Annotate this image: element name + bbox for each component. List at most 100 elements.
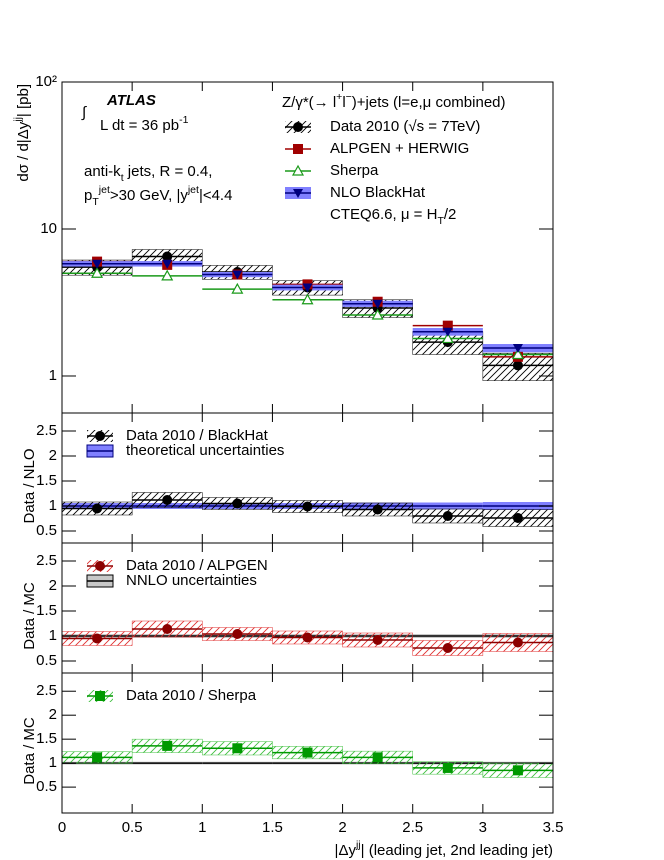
marker — [512, 765, 523, 776]
text-part: dσ / d|Δy — [15, 121, 32, 181]
x-tick-label: 3.5 — [543, 819, 564, 836]
text-part: Data / MC — [21, 582, 38, 650]
y-axis-label: Data / NLO — [21, 448, 38, 523]
text-part: jj — [355, 839, 361, 851]
legend-marker — [95, 561, 105, 571]
marker — [301, 293, 314, 305]
marker — [92, 752, 103, 763]
frame — [61, 672, 554, 814]
marker — [232, 498, 243, 509]
legend-marker — [95, 431, 105, 441]
legend-title: Z/γ*(→ l+l−)+jets (l=e,μ combined) — [282, 91, 506, 111]
y-tick-label: 0.5 — [36, 522, 57, 539]
marker — [232, 743, 243, 754]
y-tick-label: 2 — [49, 577, 57, 594]
marker — [162, 624, 173, 634]
legend-marker — [293, 189, 303, 198]
y-axis-label: Data / MC — [21, 582, 38, 650]
y-tick-label: 0.5 — [36, 652, 57, 669]
annotation: pTjet>30 GeV, |yjet|<4.4 — [84, 184, 232, 208]
luminosity: L dt = 36 pb-1 — [100, 114, 189, 134]
experiment-label: ATLAS — [106, 92, 156, 109]
text-part: -1 — [179, 114, 188, 126]
text-part: /2 — [444, 206, 457, 223]
marker — [231, 282, 244, 294]
text-part: >30 GeV, |y — [110, 187, 188, 204]
y-tick-label: 1 — [49, 754, 57, 771]
marker — [232, 270, 243, 280]
x-tick-label: 3 — [479, 819, 487, 836]
legend-label: Data 2010 / ALPGEN — [126, 557, 268, 574]
text-part: | [pb] — [15, 84, 32, 117]
marker — [442, 327, 453, 337]
marker — [512, 360, 523, 371]
y-tick-label: 2 — [49, 706, 57, 723]
marker — [92, 633, 103, 644]
marker — [162, 259, 173, 269]
marker — [442, 511, 453, 521]
marker — [92, 259, 103, 269]
annotation: CTEQ6.6, μ = HT/2 — [330, 206, 456, 227]
text-part: + — [336, 91, 342, 103]
legend-label: ALPGEN + HERWIG — [330, 140, 469, 157]
marker — [91, 267, 104, 278]
text-part: jj — [12, 117, 24, 123]
marker — [442, 320, 453, 331]
y-tick-label: 1.5 — [36, 730, 57, 747]
legend-label: Sherpa — [330, 162, 379, 179]
plot-area — [62, 249, 553, 381]
text-part: jet — [98, 184, 110, 196]
legend-label: NNLO uncertainties — [126, 572, 257, 589]
x-tick-label: 0 — [58, 819, 66, 836]
annotation: anti-kt jets, R = 0.4, — [84, 163, 212, 184]
text-part: Data / NLO — [21, 448, 38, 523]
text-part: l — [342, 94, 345, 111]
y-axis-label: dσ / d|Δyjj| [pb] — [12, 84, 32, 182]
text-part: |Δy — [335, 842, 357, 859]
text-part: |<4.4 — [199, 187, 233, 204]
legend-label: Data 2010 / Sherpa — [126, 687, 257, 704]
marker — [511, 348, 524, 360]
integral-sign: ∫ — [81, 104, 88, 121]
plot-area — [62, 738, 553, 778]
text-part: | (leading jet, 2nd leading jet) — [361, 842, 553, 859]
marker — [441, 332, 454, 344]
text-part: jet — [187, 184, 199, 196]
y-tick-label: 10² — [35, 73, 57, 90]
marker — [512, 513, 523, 523]
y-tick-label: 2.5 — [36, 552, 57, 569]
marker — [302, 632, 313, 643]
legend-marker — [291, 164, 305, 176]
text-part: L dt = 36 pb — [100, 117, 179, 134]
text-part: )+jets (l=e,μ combined) — [352, 94, 506, 111]
y-tick-label: 1 — [49, 497, 57, 514]
text-part: T — [92, 196, 99, 208]
x-tick-label: 1.5 — [262, 819, 283, 836]
y-tick-label: 0.5 — [36, 778, 57, 795]
text-part: T — [437, 215, 444, 227]
legend-label: theoretical uncertainties — [126, 442, 284, 459]
text-part: p — [84, 187, 92, 204]
marker — [442, 643, 453, 653]
marker — [372, 752, 383, 763]
marker — [92, 503, 103, 514]
marker — [232, 629, 243, 639]
y-tick-label: 2 — [49, 447, 57, 464]
y-tick-label: 1 — [49, 627, 57, 644]
x-tick-label: 2 — [338, 819, 346, 836]
marker — [162, 740, 173, 751]
legend-label: Data 2010 (√s = 7TeV) — [330, 118, 480, 135]
marker — [372, 504, 383, 515]
y-tick-label: 1 — [49, 367, 57, 384]
text-part: Z/γ*(→ l — [282, 94, 336, 111]
text-part: CTEQ6.6, μ = H — [330, 206, 437, 223]
marker — [302, 283, 313, 293]
legend-marker — [293, 122, 303, 132]
text-part: t — [121, 172, 124, 184]
x-tick-label: 1 — [198, 819, 206, 836]
legend-marker — [95, 691, 105, 701]
marker — [162, 495, 173, 505]
x-axis-label: |Δyjj| (leading jet, 2nd leading jet) — [335, 839, 553, 859]
marker — [442, 762, 453, 773]
